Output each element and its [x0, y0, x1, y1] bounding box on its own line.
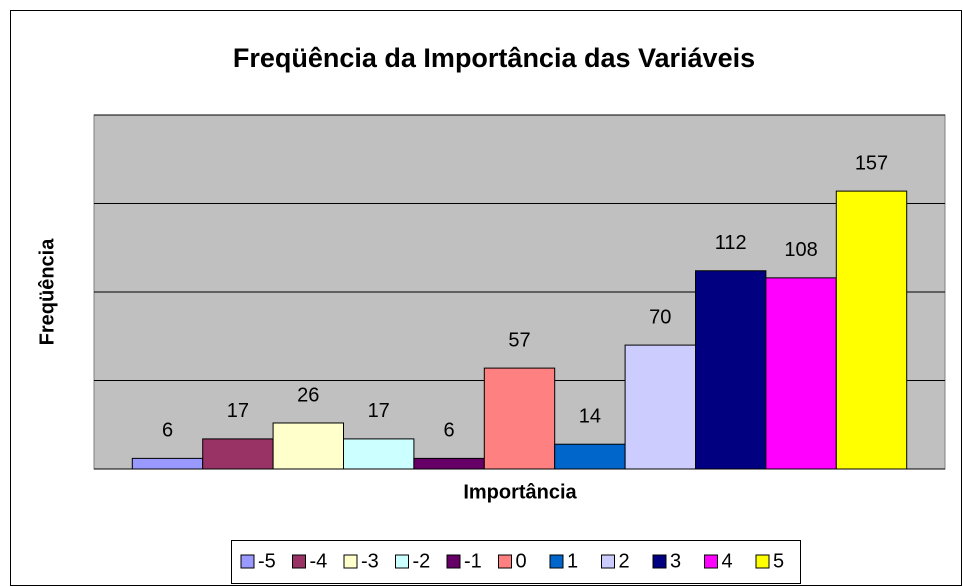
value-label: 17	[368, 400, 390, 422]
bar	[835, 190, 908, 470]
value-label: 14	[579, 406, 601, 428]
value-label: 26	[297, 384, 319, 406]
value-label: 108	[784, 239, 817, 261]
legend-swatch	[446, 554, 461, 569]
bar	[765, 277, 837, 470]
bar	[131, 457, 204, 470]
value-label: 70	[649, 306, 671, 328]
y-axis-label: Freqüência	[36, 238, 58, 346]
legend-swatch	[549, 554, 564, 569]
value-label: 112	[715, 232, 747, 254]
value-label: 6	[444, 420, 455, 442]
legend-label: 0	[516, 550, 527, 572]
legend-label: -1	[464, 550, 482, 572]
legend-label: -5	[258, 550, 276, 572]
value-label: 57	[508, 329, 530, 351]
bar	[343, 438, 415, 470]
legend-swatch	[601, 554, 615, 569]
value-label: 157	[855, 152, 888, 174]
x-axis-label: Importância	[463, 481, 577, 503]
value-label: 17	[227, 400, 249, 422]
legend-label: 4	[722, 550, 733, 572]
legend-swatch	[343, 554, 358, 569]
legend-label: 5	[773, 550, 784, 572]
bar	[695, 270, 767, 470]
chart-title: Freqüência da Importância das Variáveis	[233, 43, 755, 73]
bar	[413, 457, 485, 470]
legend-swatch	[704, 554, 718, 569]
bar	[554, 443, 626, 470]
legend-label: -4	[310, 550, 328, 572]
legend-swatch	[498, 554, 512, 569]
bar	[483, 367, 556, 470]
bar	[272, 422, 345, 470]
legend-swatch	[395, 554, 409, 569]
legend-label: 1	[567, 550, 578, 572]
legend-label: 3	[670, 550, 681, 572]
legend-swatch	[240, 554, 255, 569]
value-label: 6	[162, 420, 173, 442]
legend-label: -2	[413, 550, 431, 572]
bar	[202, 438, 274, 470]
bar	[624, 344, 696, 470]
legend-swatch	[755, 554, 770, 569]
legend-label: 2	[619, 550, 630, 572]
legend-label: -3	[361, 550, 379, 572]
legend-swatch	[652, 554, 667, 569]
legend-swatch	[292, 554, 306, 569]
